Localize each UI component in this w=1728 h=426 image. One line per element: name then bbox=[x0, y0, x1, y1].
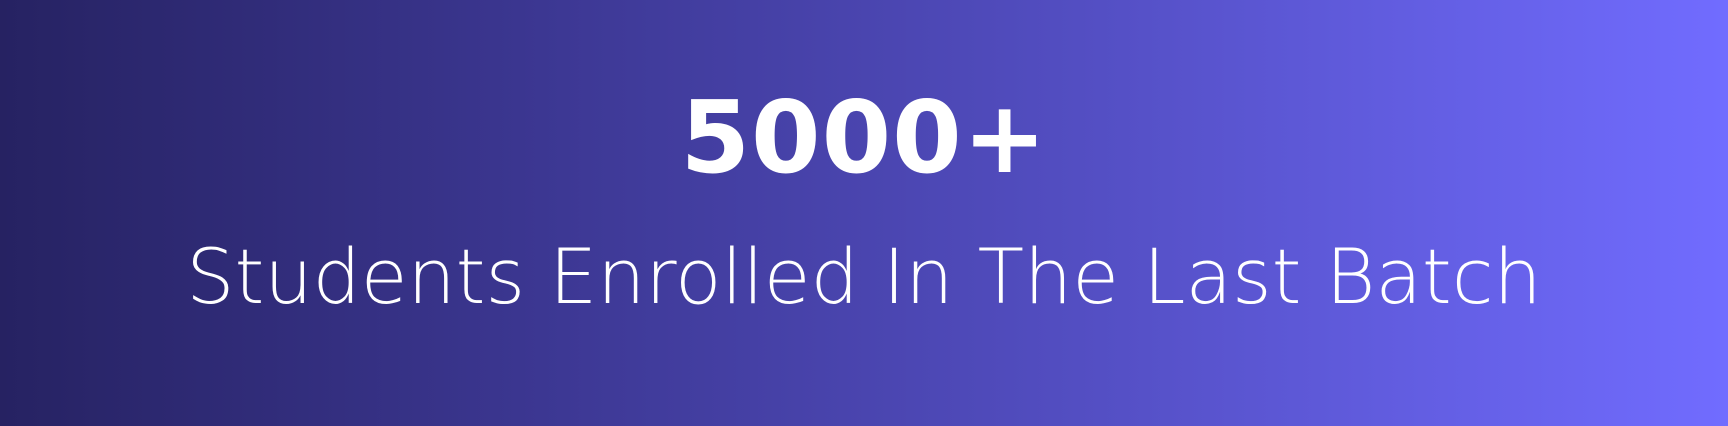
stat-caption: Students Enrolled In The Last Batch bbox=[186, 232, 1542, 321]
stat-value: 5000+ bbox=[680, 79, 1048, 196]
